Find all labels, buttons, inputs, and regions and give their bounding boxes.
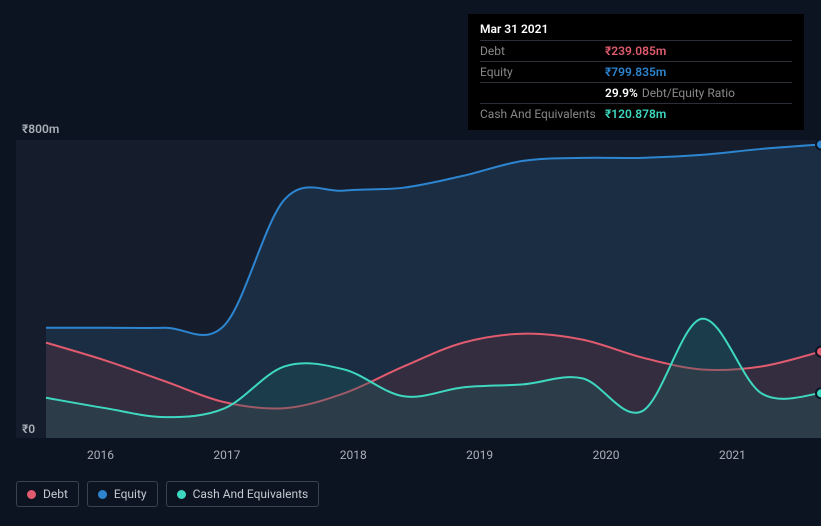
chart-legend: Debt Equity Cash And Equivalents bbox=[16, 481, 319, 507]
x-axis-tick: 2019 bbox=[466, 448, 493, 462]
x-axis-tick: 2016 bbox=[87, 448, 114, 462]
chart-tooltip: Mar 31 2021 Debt₹239.085mEquity₹799.835m… bbox=[468, 14, 804, 130]
y-axis-min-label: ₹0 bbox=[22, 422, 35, 436]
legend-item-equity[interactable]: Equity bbox=[87, 481, 158, 507]
legend-dot bbox=[98, 490, 107, 499]
x-axis-tick: 2021 bbox=[719, 448, 746, 462]
tooltip-row: Equity₹799.835m bbox=[480, 61, 792, 82]
legend-dot bbox=[27, 490, 36, 499]
tooltip-row: Cash And Equivalents₹120.878m bbox=[480, 103, 792, 124]
x-axis-tick: 2020 bbox=[593, 448, 620, 462]
x-axis-tick: 2018 bbox=[340, 448, 367, 462]
tooltip-row-label: Cash And Equivalents bbox=[480, 106, 605, 122]
legend-label: Debt bbox=[43, 487, 68, 501]
tooltip-row-value: 29.9% bbox=[605, 85, 638, 101]
tooltip-row-value: ₹120.878m bbox=[605, 106, 666, 122]
legend-item-debt[interactable]: Debt bbox=[16, 481, 79, 507]
y-axis-max-label: ₹800m bbox=[22, 122, 59, 136]
tooltip-row: Debt₹239.085m bbox=[480, 40, 792, 61]
tooltip-row-value: ₹799.835m bbox=[605, 64, 666, 80]
tooltip-row: 29.9%Debt/Equity Ratio bbox=[480, 82, 792, 103]
tooltip-row-label: Debt bbox=[480, 43, 605, 59]
tooltip-row-label: Equity bbox=[480, 64, 605, 80]
legend-label: Cash And Equivalents bbox=[193, 487, 309, 501]
tooltip-date: Mar 31 2021 bbox=[480, 22, 792, 40]
tooltip-row-value: ₹239.085m bbox=[605, 43, 666, 59]
x-axis-tick: 2017 bbox=[213, 448, 240, 462]
legend-item-cash-and-equivalents[interactable]: Cash And Equivalents bbox=[166, 481, 320, 507]
legend-dot bbox=[177, 490, 186, 499]
legend-label: Equity bbox=[114, 487, 147, 501]
tooltip-row-suffix: Debt/Equity Ratio bbox=[642, 85, 735, 101]
tooltip-row-label bbox=[480, 85, 605, 101]
